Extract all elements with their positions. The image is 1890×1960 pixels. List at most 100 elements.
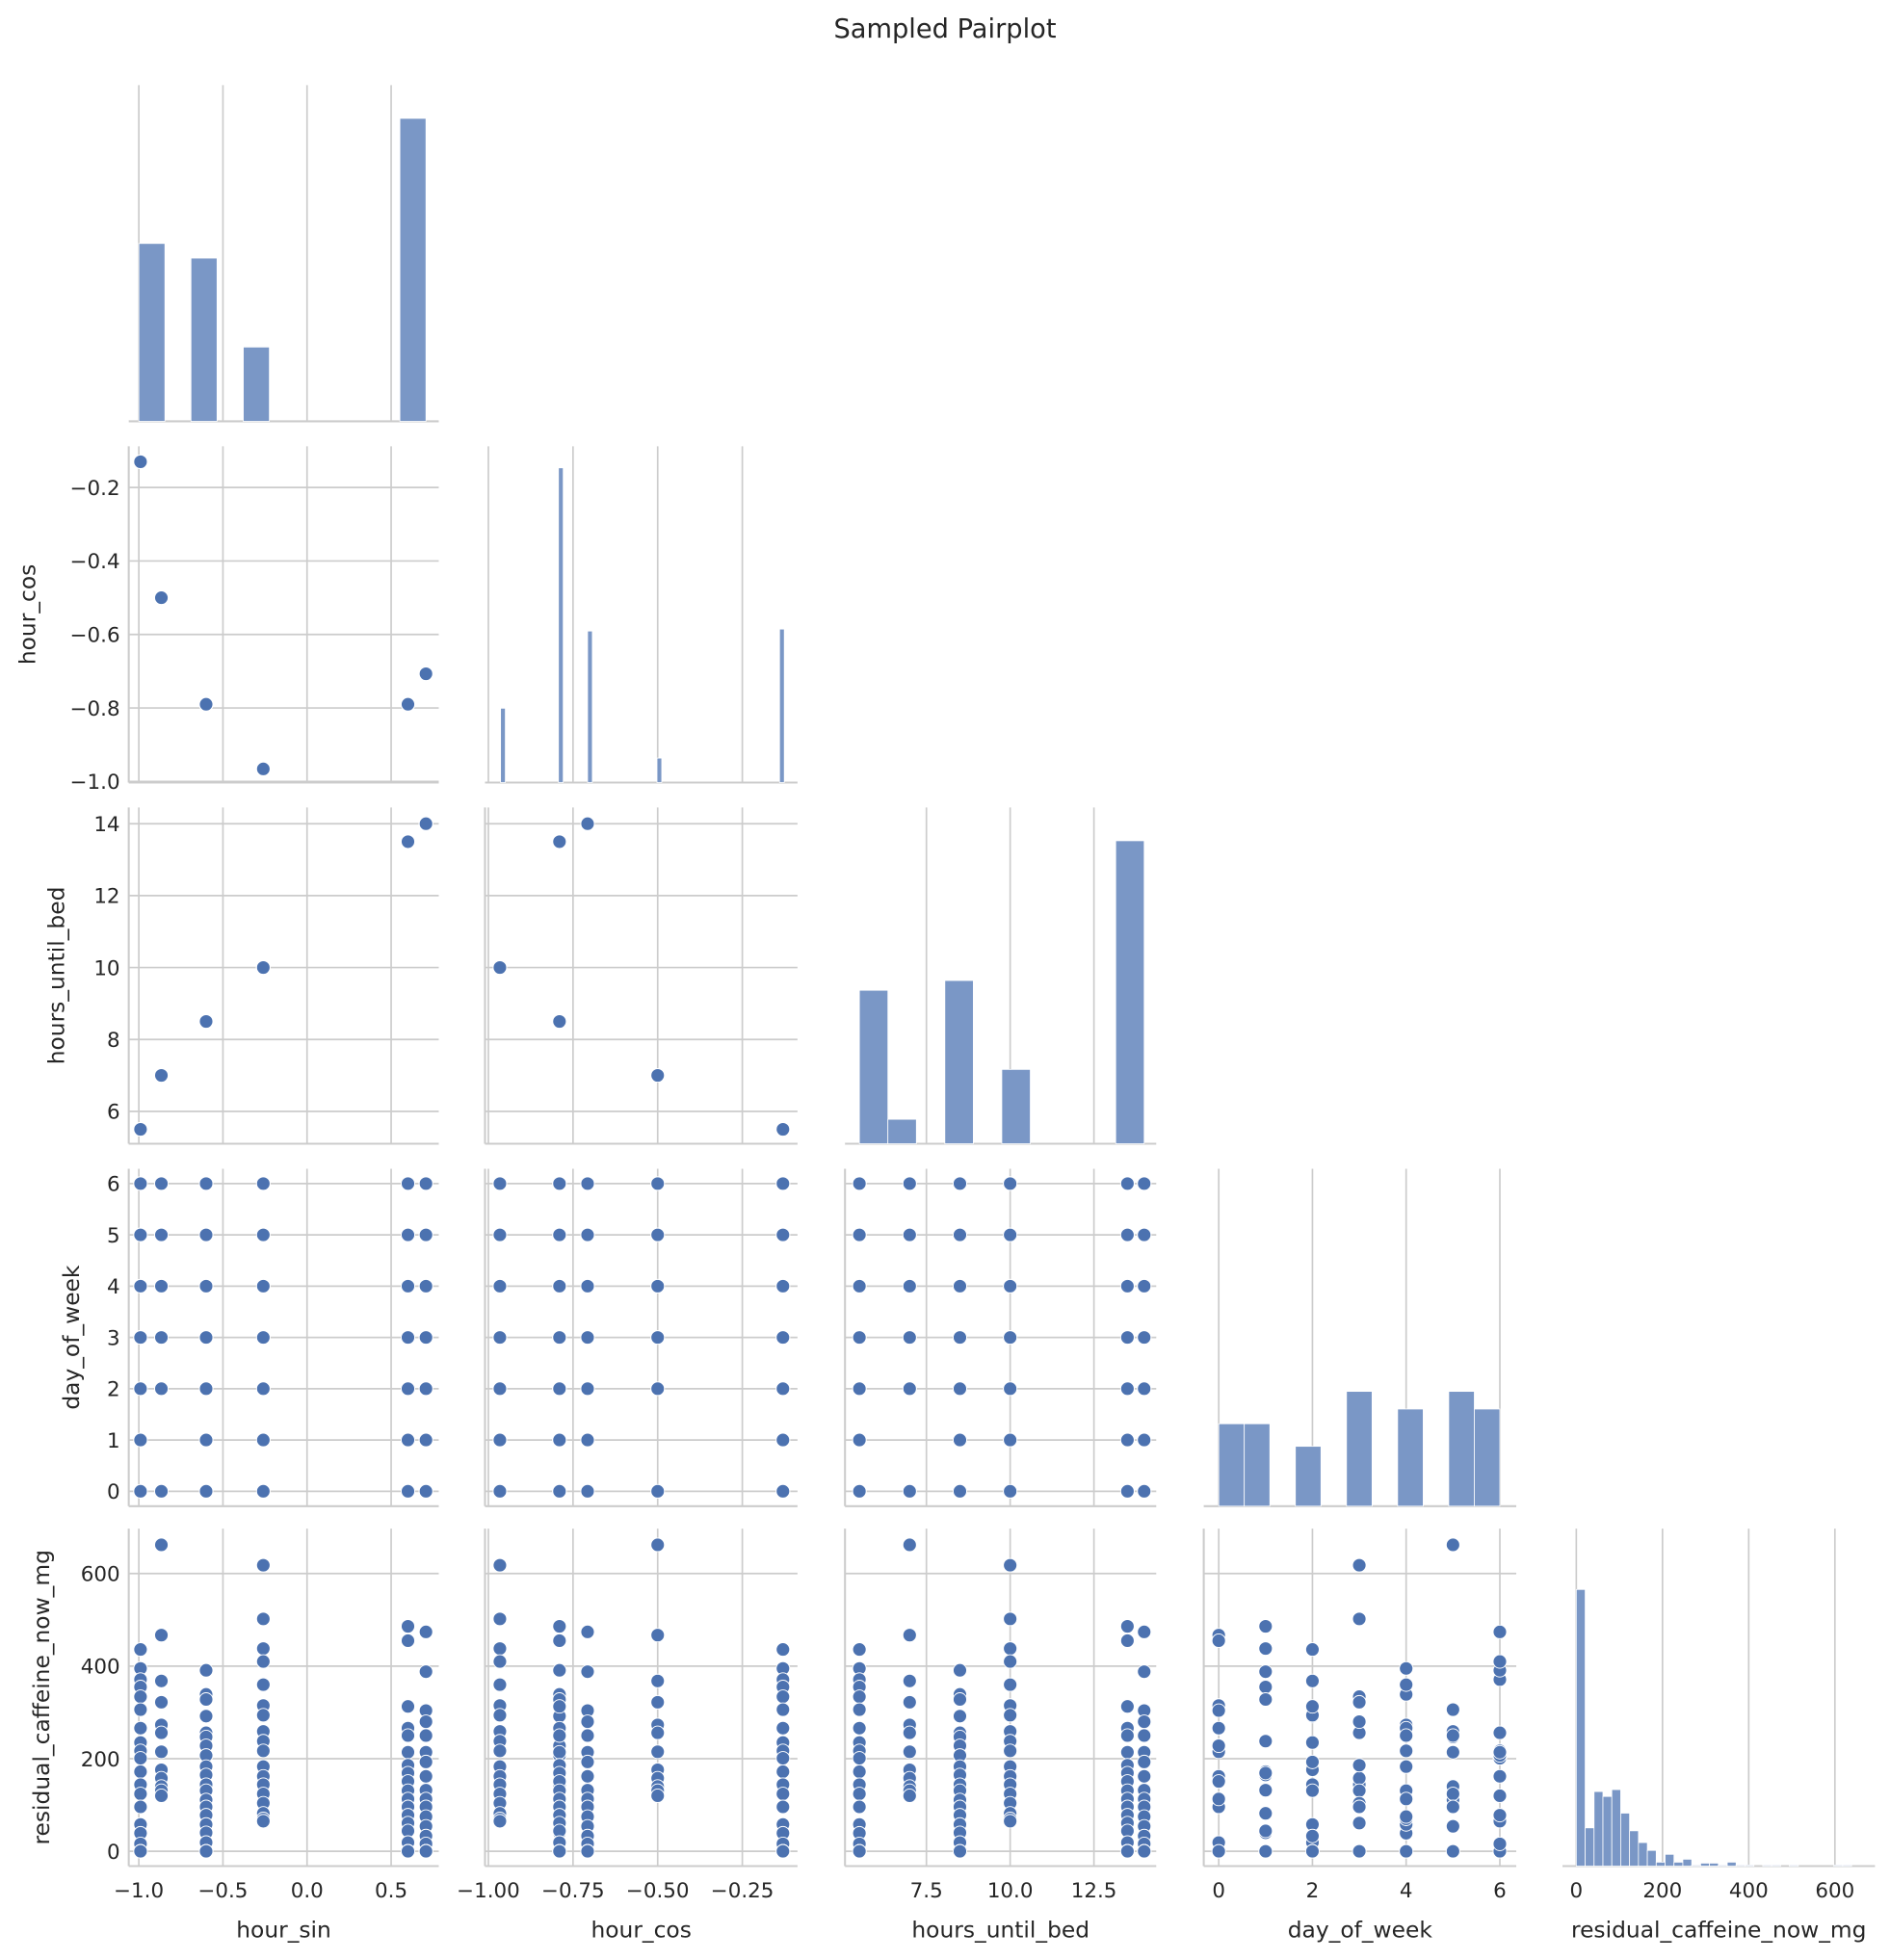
- x-tick-label: 400: [1729, 1879, 1769, 1903]
- histogram-bar: [1682, 1858, 1693, 1867]
- scatter-point: [1304, 1783, 1320, 1798]
- scatter-point: [1119, 1744, 1135, 1760]
- scatter-point: [1119, 1176, 1135, 1191]
- scatter-point: [492, 1557, 508, 1573]
- scatter-point: [852, 1227, 867, 1242]
- x-tick-label: 0.5: [375, 1879, 407, 1903]
- scatter-point: [133, 1227, 148, 1242]
- y-tick-label: 8: [107, 1029, 120, 1053]
- histogram-bar: [778, 628, 785, 783]
- scatter-point: [133, 1751, 148, 1765]
- x-tick-label: −1.00: [457, 1879, 520, 1903]
- scatter-point: [650, 1068, 666, 1084]
- histogram-bar: [1611, 1789, 1621, 1867]
- histogram-bar: [1646, 1849, 1657, 1867]
- x-axis-label: hour_cos: [591, 1916, 691, 1943]
- scatter-point: [1352, 1758, 1367, 1773]
- scatter-point: [852, 1702, 867, 1717]
- x-tick-label: 2: [1306, 1879, 1320, 1903]
- scatter-point: [552, 1381, 567, 1397]
- scatter-point: [902, 1176, 917, 1191]
- scatter-point: [401, 1381, 415, 1397]
- histogram-bar: [656, 757, 663, 783]
- scatter-point: [492, 1677, 508, 1692]
- scatter-point: [1211, 1738, 1226, 1754]
- panel-residual_caffeine_now_mg-vs-hour_sin: −1.0 −0.5 0.0 0.5 hour_sin 0 200 400 600 residual…: [28, 1529, 439, 1943]
- scatter-point: [401, 1699, 415, 1714]
- scatter-point: [198, 1381, 214, 1397]
- scatter-point: [852, 1843, 867, 1859]
- scatter-point: [1258, 1843, 1273, 1859]
- scatter-point: [401, 1432, 415, 1448]
- histogram-bar: [1735, 1865, 1746, 1867]
- scatter-point: [1399, 1843, 1414, 1859]
- panel-day_of_week-vs-hour_sin: 0 1 2 3 4 5 6 day_of_week: [58, 1168, 439, 1507]
- histogram-bar: [1397, 1408, 1424, 1507]
- scatter-point: [492, 1330, 508, 1346]
- scatter-point: [1119, 1483, 1135, 1499]
- scatter-point: [1137, 1664, 1152, 1680]
- scatter-point: [1352, 1816, 1367, 1831]
- scatter-point: [650, 1381, 666, 1397]
- scatter-point: [418, 1843, 433, 1859]
- scatter-point: [418, 1432, 433, 1448]
- scatter-point: [1492, 1788, 1508, 1803]
- scatter-point: [650, 1483, 666, 1499]
- scatter-point: [580, 1843, 595, 1859]
- scatter-point: [255, 1381, 271, 1397]
- scatter-point: [418, 1278, 433, 1294]
- scatter-point: [1137, 1768, 1152, 1784]
- scatter-point: [953, 1176, 967, 1191]
- scatter-point: [133, 1176, 148, 1191]
- histogram-bar: [1718, 1865, 1728, 1867]
- scatter-point: [198, 696, 214, 712]
- histogram-bar: [1585, 1827, 1595, 1867]
- scatter-point: [1492, 1725, 1508, 1740]
- histogram-bar: [1295, 1446, 1322, 1507]
- scatter-point: [580, 1278, 595, 1294]
- x-tick-label: 200: [1642, 1879, 1682, 1903]
- scatter-point: [852, 1176, 867, 1191]
- scatter-point: [154, 1068, 169, 1084]
- scatter-point: [492, 1611, 508, 1627]
- scatter-point: [133, 1122, 148, 1137]
- scatter-point: [902, 1483, 917, 1499]
- scatter-point: [650, 1176, 666, 1191]
- scatter-point: [255, 1330, 271, 1346]
- histogram-bar: [190, 257, 218, 422]
- scatter-point: [902, 1628, 917, 1643]
- scatter-point: [1399, 1791, 1414, 1807]
- scatter-point: [1137, 1624, 1152, 1639]
- scatter-point: [1352, 1770, 1367, 1786]
- panel-residual_caffeine_now_mg-vs-hours_until_bed: 7.5 10.0 12.5 hours_until_bed: [844, 1529, 1157, 1943]
- scatter-point: [1304, 1735, 1320, 1750]
- x-axis-label: day_of_week: [1288, 1916, 1433, 1943]
- scatter-point: [1119, 1619, 1135, 1634]
- histogram-bar: [138, 243, 166, 422]
- scatter-point: [418, 1664, 433, 1680]
- scatter-point: [775, 1843, 791, 1859]
- panel-hour_cos-vs-hour_sin: −1.0 −0.8 −0.6 −0.4 −0.2 hour_cos: [14, 446, 439, 795]
- scatter-point: [401, 1330, 415, 1346]
- scatter-point: [1304, 1828, 1320, 1843]
- scatter-point: [418, 816, 433, 831]
- scatter-point: [133, 1720, 148, 1736]
- scatter-point: [255, 1432, 271, 1448]
- scatter-point: [492, 1176, 508, 1191]
- scatter-point: [418, 666, 433, 682]
- scatter-point: [775, 1720, 791, 1736]
- scatter-point: [255, 1557, 271, 1573]
- scatter-point: [580, 1714, 595, 1730]
- scatter-point: [1304, 1673, 1320, 1688]
- histogram-bar: [1346, 1391, 1373, 1507]
- scatter-point: [401, 1728, 415, 1743]
- scatter-point: [255, 1227, 271, 1242]
- scatter-point: [1119, 1381, 1135, 1397]
- histogram-bar: [1762, 1865, 1772, 1867]
- scatter-point: [198, 1483, 214, 1499]
- scatter-point: [902, 1278, 917, 1294]
- scatter-point: [902, 1673, 917, 1688]
- y-tick-label: −1.0: [70, 771, 120, 795]
- scatter-point: [492, 960, 508, 976]
